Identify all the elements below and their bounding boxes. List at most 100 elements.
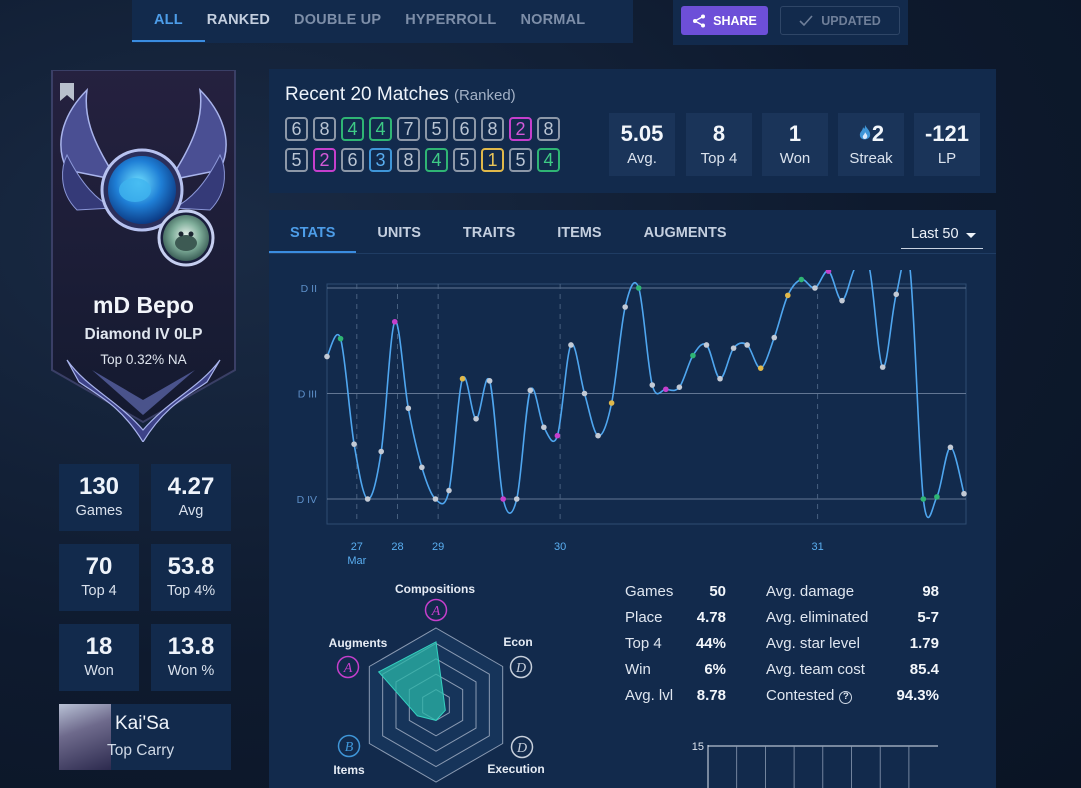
- lp-point[interactable]: [473, 416, 479, 422]
- lp-point[interactable]: [961, 490, 967, 497]
- lp-point[interactable]: [839, 297, 845, 304]
- lp-point[interactable]: [730, 345, 737, 351]
- summary-label: Top 4: [700, 150, 738, 167]
- lp-point[interactable]: [446, 487, 452, 494]
- placement-badge[interactable]: 1: [481, 148, 504, 172]
- lp-point[interactable]: [595, 432, 601, 439]
- stat-card-top4-pct: 53.8 Top 4%: [151, 544, 231, 611]
- placement-badge[interactable]: 8: [313, 117, 336, 141]
- lp-point[interactable]: [947, 444, 954, 451]
- updated-button[interactable]: UPDATED: [780, 6, 900, 35]
- lp-point[interactable]: [690, 352, 696, 359]
- lp-point[interactable]: [812, 285, 818, 291]
- placement-badge[interactable]: 6: [285, 117, 308, 141]
- placement-badge[interactable]: 5: [509, 148, 532, 172]
- lp-point[interactable]: [771, 334, 778, 341]
- stat-label: Avg: [178, 503, 204, 519]
- placement-badge[interactable]: 4: [369, 117, 392, 141]
- lp-point[interactable]: [378, 448, 385, 455]
- placement-badge[interactable]: 4: [341, 117, 364, 141]
- lp-point[interactable]: [351, 441, 357, 447]
- placement-badge[interactable]: 5: [285, 148, 308, 172]
- lp-point[interactable]: [486, 378, 493, 384]
- placement-badge[interactable]: 6: [341, 148, 364, 172]
- lp-point[interactable]: [879, 364, 886, 370]
- stat-row-value: 44%: [695, 634, 726, 652]
- lp-point[interactable]: [391, 318, 398, 325]
- lp-point[interactable]: [744, 342, 750, 348]
- tab-stats[interactable]: STATS: [269, 210, 357, 253]
- lp-point[interactable]: [419, 464, 425, 471]
- placement-badge[interactable]: 2: [313, 148, 336, 172]
- placement-badge[interactable]: 5: [425, 117, 448, 141]
- lp-point[interactable]: [757, 365, 764, 371]
- mode-tab-hyperroll[interactable]: HYPERROLL: [405, 12, 497, 28]
- stat-row-label: Avg. eliminated: [766, 609, 868, 626]
- lp-point[interactable]: [893, 291, 900, 298]
- stat-row-label: Contested?: [766, 687, 853, 704]
- top-carry-card[interactable]: Kai'Sa Top Carry: [59, 704, 231, 770]
- lp-point[interactable]: [527, 387, 534, 394]
- lp-point[interactable]: [432, 496, 439, 502]
- radar-grade-badge: [510, 735, 534, 759]
- lp-point[interactable]: [568, 342, 574, 348]
- bookmark-icon[interactable]: [59, 83, 75, 101]
- tab-items[interactable]: ITEMS: [557, 225, 602, 241]
- lp-point[interactable]: [920, 496, 927, 502]
- x-month-label: Mar: [347, 555, 366, 567]
- summary-lp: -121 LP: [914, 113, 980, 176]
- mode-tab-ranked[interactable]: RANKED: [206, 12, 271, 28]
- placement-badge[interactable]: 7: [397, 117, 420, 141]
- mode-tab-normal[interactable]: NORMAL: [520, 12, 586, 28]
- share-button[interactable]: SHARE: [681, 6, 768, 35]
- placement-badge[interactable]: 8: [481, 117, 504, 141]
- lp-point[interactable]: [324, 353, 330, 360]
- radar-grade-letter: D: [516, 741, 527, 756]
- lp-point[interactable]: [825, 270, 832, 274]
- placement-badge[interactable]: 4: [537, 148, 560, 172]
- stat-row-value: 85.4: [909, 660, 939, 678]
- lp-point[interactable]: [649, 382, 656, 388]
- help-icon[interactable]: ?: [839, 690, 853, 704]
- stat-row-label-text: Avg. team cost: [766, 660, 865, 678]
- lp-point[interactable]: [337, 335, 344, 342]
- placement-badge[interactable]: 2: [509, 117, 532, 141]
- stat-row-label: Avg. damage: [766, 583, 854, 600]
- placement-badge[interactable]: 8: [397, 148, 420, 172]
- stat-label: Won %: [167, 663, 215, 679]
- lp-point[interactable]: [513, 496, 520, 502]
- placement-badge[interactable]: 4: [425, 148, 448, 172]
- lp-point[interactable]: [541, 424, 547, 431]
- placement-badge[interactable]: 6: [453, 117, 476, 141]
- lp-point[interactable]: [459, 375, 466, 382]
- placement-badge[interactable]: 8: [537, 117, 560, 141]
- tab-units[interactable]: UNITS: [377, 225, 421, 241]
- lp-point[interactable]: [635, 285, 642, 291]
- tabs-divider: [269, 253, 996, 254]
- tab-augments[interactable]: AUGMENTS: [643, 225, 727, 241]
- summary-top4: 8 Top 4: [686, 113, 752, 176]
- placement-badge[interactable]: 5: [453, 148, 476, 172]
- lp-point[interactable]: [608, 400, 615, 406]
- lp-point[interactable]: [676, 384, 683, 390]
- lp-point[interactable]: [663, 386, 669, 393]
- lp-point[interactable]: [934, 494, 940, 500]
- lp-point[interactable]: [554, 432, 561, 439]
- tab-traits[interactable]: TRAITS: [462, 225, 516, 241]
- lp-point[interactable]: [364, 496, 371, 502]
- placement-badge[interactable]: 3: [369, 148, 392, 172]
- stat-row-label-text: Avg. star level: [766, 634, 860, 652]
- lp-point[interactable]: [785, 292, 791, 299]
- lp-point[interactable]: [405, 405, 412, 412]
- stat-row: Avg. star level 1.79: [766, 630, 939, 656]
- mode-tab-all[interactable]: ALL: [132, 0, 205, 43]
- x-tick-label: 28: [391, 541, 403, 553]
- lp-point[interactable]: [717, 375, 723, 382]
- lp-point[interactable]: [622, 304, 628, 310]
- lp-point[interactable]: [798, 276, 805, 283]
- lp-point[interactable]: [581, 390, 588, 397]
- lp-point[interactable]: [703, 342, 710, 348]
- lp-point[interactable]: [500, 496, 506, 502]
- range-select[interactable]: Last 50: [901, 222, 983, 249]
- mode-tab-double-up[interactable]: DOUBLE UP: [294, 12, 382, 28]
